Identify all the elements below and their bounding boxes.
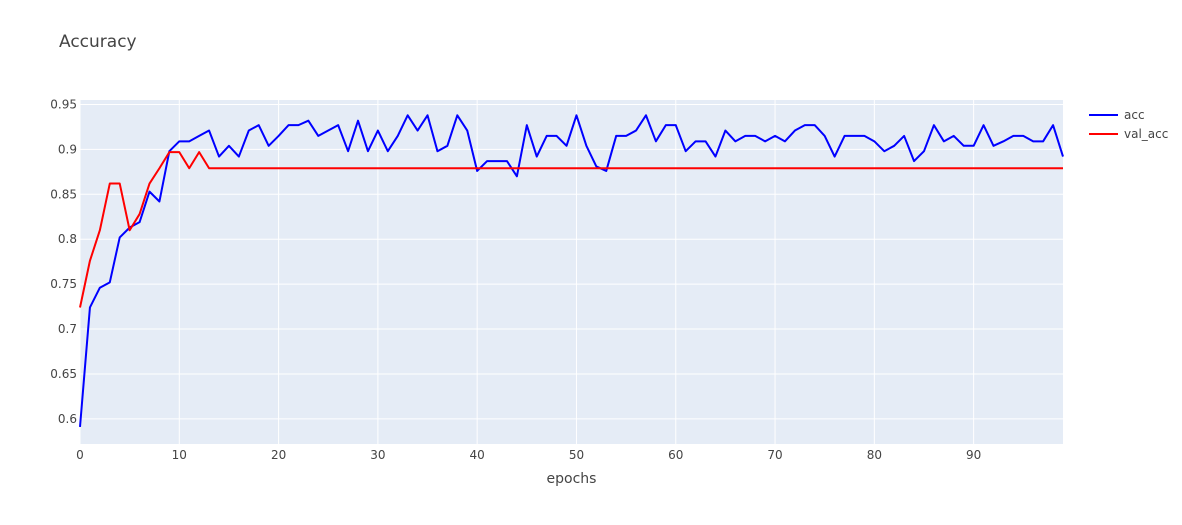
x-tick-label: 50	[569, 448, 584, 462]
series-lines	[79, 114, 1064, 428]
legend-label: acc	[1124, 108, 1145, 122]
series-line-val-acc	[79, 151, 1063, 308]
grid-lines	[79, 100, 1063, 444]
y-tick-label: 0.85	[50, 187, 77, 201]
x-tick-label: 10	[172, 448, 187, 462]
y-tick-label: 0.65	[50, 367, 77, 381]
x-tick-label: 80	[867, 448, 882, 462]
legend-item-acc[interactable]: acc	[1089, 108, 1145, 122]
y-tick-label: 0.8	[58, 232, 77, 246]
x-tick-label: 40	[470, 448, 485, 462]
y-tick-label: 0.95	[50, 97, 77, 111]
y-tick-label: 0.6	[58, 412, 77, 426]
plot-background	[80, 100, 1063, 444]
y-tick-label: 0.75	[50, 277, 77, 291]
x-tick-label: 20	[271, 448, 286, 462]
x-axis-ticks: 0 10 20 30 40 50 60 70 80 90	[76, 448, 981, 462]
legend[interactable]: acc val_acc	[1089, 108, 1168, 141]
x-tick-label: 90	[966, 448, 981, 462]
y-axis-ticks: 0.6 0.65 0.7 0.75 0.8 0.85 0.9 0.95	[50, 97, 77, 425]
legend-item-val-acc[interactable]: val_acc	[1089, 127, 1168, 141]
x-tick-label: 70	[767, 448, 782, 462]
y-tick-label: 0.7	[58, 322, 77, 336]
x-tick-label: 30	[370, 448, 385, 462]
y-tick-label: 0.9	[58, 142, 77, 156]
x-axis-label: epochs	[546, 471, 597, 487]
x-tick-label: 0	[76, 448, 84, 462]
chart-title: Accuracy	[59, 32, 137, 52]
x-tick-label: 60	[668, 448, 683, 462]
legend-label: val_acc	[1124, 127, 1168, 141]
series-line-acc	[79, 114, 1064, 428]
